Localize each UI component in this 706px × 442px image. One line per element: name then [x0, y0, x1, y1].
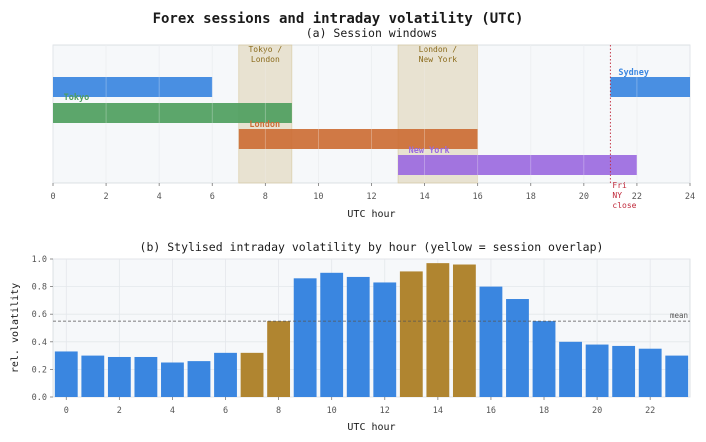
panel-b-xtick-label: 12: [380, 406, 390, 416]
panel-a-xtick-label: 22: [632, 192, 642, 202]
vol-bar-hour-11: [346, 276, 370, 397]
panel-b-xtick-label: 22: [645, 406, 655, 416]
overlap-label-1-line2: New York: [419, 55, 458, 64]
panel-b-ylabel: rel. volatility: [10, 283, 21, 373]
vol-bar-hour-9: [293, 278, 317, 397]
panel-b-xtick-label: 20: [592, 406, 602, 416]
vol-bar-hour-21: [612, 345, 636, 397]
vol-bar-hour-19: [559, 341, 582, 397]
panel-a-xtick-label: 8: [263, 192, 268, 202]
session-bar-sydney-1: [610, 77, 690, 97]
session-label-tokyo: Tokyo: [64, 93, 90, 103]
overlap-label-1: London /: [419, 45, 458, 54]
panel-b-xtick-label: 16: [486, 406, 496, 416]
panel-a-xtick-label: 12: [366, 192, 376, 202]
panel-b-ytick-label: 0.4: [32, 338, 47, 348]
panel-a-xtick-label: 14: [419, 192, 429, 202]
session-bar-new-york-0: [398, 155, 637, 175]
session-label-london: London: [249, 120, 280, 130]
vol-bar-hour-22: [638, 348, 662, 397]
panel-a-xtick-label: 20: [579, 192, 589, 202]
panel-a-xtick-label: 24: [685, 192, 695, 202]
vol-bar-hour-0: [54, 351, 78, 397]
panel-a-xlabel: UTC hour: [347, 209, 395, 220]
panel-b-ytick-label: 0.0: [32, 393, 47, 403]
panel-b-xtick-label: 18: [539, 406, 549, 416]
vol-bar-hour-13: [399, 271, 423, 397]
vol-bar-hour-12: [373, 282, 397, 397]
mean-label: mean: [670, 311, 688, 320]
panel-a-xtick-label: 16: [473, 192, 483, 202]
overlap-label-0: Tokyo /: [248, 45, 282, 54]
vol-bar-hour-10: [320, 272, 344, 397]
panel-b-xtick-label: 8: [276, 406, 281, 416]
vol-bar-hour-17: [506, 299, 529, 397]
session-label-new-york: New York: [409, 146, 450, 156]
vol-bar-hour-20: [585, 344, 609, 397]
vol-bar-hour-18: [532, 321, 556, 397]
volatility-panel: (b) Stylised intraday volatility by hour…: [10, 240, 691, 433]
panel-b-ytick-label: 0.8: [32, 283, 47, 293]
ny-close-label-1: NY: [612, 191, 622, 200]
ny-close-label-0: Fri: [612, 181, 627, 190]
session-bar-london-0: [238, 129, 478, 149]
vol-bar-hour-5: [187, 361, 211, 397]
overlap-label-0-line2: London: [251, 55, 280, 64]
vol-bar-hour-2: [107, 356, 131, 397]
ny-close-label-2: close: [612, 201, 636, 210]
panel-b-ytick-label: 0.2: [32, 365, 47, 375]
panel-a-xtick-label: 18: [526, 192, 536, 202]
vol-bar-hour-4: [161, 362, 184, 397]
panel-a-xtick-label: 2: [104, 192, 109, 202]
vol-bar-hour-23: [665, 355, 689, 397]
panel-b-ytick-label: 0.6: [32, 310, 47, 320]
figure-title: Forex sessions and intraday volatility (…: [153, 11, 524, 27]
panel-b-xtick-label: 10: [327, 406, 337, 416]
vol-bar-hour-16: [479, 286, 503, 397]
vol-bar-hour-15: [452, 264, 476, 397]
panel-b-title: (b) Stylised intraday volatility by hour…: [140, 240, 604, 254]
panel-a-xtick-label: 0: [50, 192, 55, 202]
vol-bar-hour-7: [240, 352, 264, 397]
panel-b-ytick-label: 1.0: [32, 255, 47, 265]
panel-b-xlabel: UTC hour: [347, 422, 395, 433]
panel-b-xtick-label: 0: [64, 406, 69, 416]
session-bar-tokyo-0: [53, 103, 292, 123]
panel-a-xtick-label: 10: [313, 192, 323, 202]
session-label-sydney: Sydney: [618, 68, 649, 78]
panel-a-xtick-label: 4: [157, 192, 162, 202]
vol-bar-hour-1: [81, 355, 105, 397]
session-bar-sydney-0: [53, 77, 213, 97]
panel-a-xtick-label: 6: [210, 192, 215, 202]
vol-bar-hour-14: [426, 263, 450, 397]
vol-bar-hour-3: [134, 356, 158, 397]
vol-bar-hour-8: [267, 321, 291, 397]
panel-b-xtick-label: 6: [223, 406, 228, 416]
panel-b-xtick-label: 4: [170, 406, 175, 416]
panel-b-xtick-label: 2: [117, 406, 122, 416]
vol-bar-hour-6: [214, 352, 237, 397]
panel-b-xtick-label: 14: [433, 406, 443, 416]
panel-a-title: (a) Session windows: [306, 26, 438, 40]
